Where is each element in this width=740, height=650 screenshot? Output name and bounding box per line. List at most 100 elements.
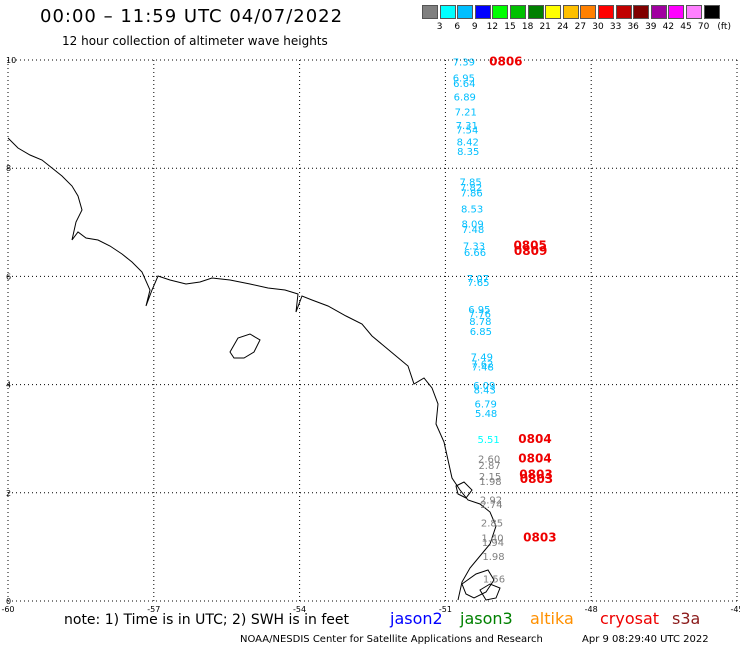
wave-height-label: 6.09 bbox=[473, 381, 495, 392]
wave-height-label: 8.78 bbox=[469, 317, 491, 328]
wave-height-label: 7.49 bbox=[471, 352, 493, 363]
wave-height-label: 1.98 bbox=[479, 477, 501, 488]
lat-tick-label: 2 bbox=[6, 489, 11, 498]
island-outline bbox=[229, 333, 261, 359]
wave-height-label: 2.92 bbox=[480, 496, 502, 507]
wave-height-label: 7.48 bbox=[472, 363, 494, 374]
legend-unit: (ft) bbox=[717, 22, 731, 32]
legend-label: 30 bbox=[592, 22, 604, 32]
legend-label: 33 bbox=[609, 22, 622, 32]
pass-time-label: 0804 bbox=[518, 432, 551, 446]
legend-label: 39 bbox=[645, 22, 657, 32]
wave-height-label: 7.62 bbox=[471, 359, 493, 370]
pass-time-label: 0803 bbox=[519, 468, 552, 482]
wave-height-label: 6.79 bbox=[475, 399, 497, 410]
legend-swatch bbox=[545, 5, 562, 19]
wave-height-label: 8.53 bbox=[461, 205, 483, 216]
island-outline bbox=[455, 481, 473, 499]
legend-swatch bbox=[615, 5, 632, 19]
wave-height-label: 7.76 bbox=[469, 310, 491, 321]
legend-swatch bbox=[457, 5, 474, 19]
legend-swatch bbox=[527, 5, 544, 19]
wave-height-label: 6.85 bbox=[470, 327, 492, 338]
legend-label: 27 bbox=[574, 22, 587, 32]
legend-swatch bbox=[633, 5, 650, 19]
delta-island-outline bbox=[461, 569, 495, 599]
wave-height-label: 8.43 bbox=[474, 385, 496, 396]
page-title: 00:00 – 11:59 UTC 04/07/2022 bbox=[40, 6, 344, 27]
wave-height-label: 2.85 bbox=[481, 518, 503, 529]
satellite-altika: altika bbox=[530, 609, 574, 628]
legend-swatch bbox=[422, 5, 438, 19]
coastline bbox=[7, 137, 501, 601]
wave-height-label: 7.85 bbox=[459, 178, 481, 189]
lat-tick-label: 6 bbox=[6, 272, 11, 281]
wave-height-label: 2.60 bbox=[478, 455, 500, 466]
wave-height-label: 6.66 bbox=[464, 248, 486, 259]
wave-height-label: 6.64 bbox=[453, 79, 475, 90]
generation-timestamp: Apr 9 08:29:40 UTC 2022 bbox=[582, 634, 709, 645]
lat-tick-label: 10 bbox=[6, 56, 16, 65]
pass-time-label: 0803 bbox=[523, 530, 556, 544]
wave-height-label: 7.39 bbox=[453, 57, 475, 68]
legend-swatch bbox=[510, 5, 526, 19]
lon-tick-label: -48 bbox=[585, 605, 598, 614]
satellite-s3a: s3a bbox=[672, 609, 701, 628]
wave-height-label: 6.89 bbox=[454, 93, 476, 104]
legend-swatch bbox=[492, 5, 509, 19]
wave-height-label: 5.48 bbox=[475, 409, 497, 420]
legend-label: 45 bbox=[680, 22, 692, 32]
satellite-jason2: jason2 bbox=[390, 609, 443, 628]
lon-tick-label: -54 bbox=[293, 605, 306, 614]
lat-tick-label: 0 bbox=[6, 597, 11, 606]
legend-swatch bbox=[439, 5, 456, 19]
wave-height-label: 2.74 bbox=[480, 500, 502, 511]
wave-height-label: 5.51 bbox=[477, 435, 499, 446]
lon-tick-label: -57 bbox=[147, 605, 160, 614]
pass-time-label: 0803 bbox=[520, 472, 553, 486]
wave-height-label: 7.48 bbox=[462, 225, 484, 236]
lon-tick-label: -60 bbox=[1, 605, 14, 614]
pass-time-label: 0804 bbox=[518, 452, 551, 466]
legend-label: 15 bbox=[504, 22, 516, 32]
pass-time-label: 0809 bbox=[514, 244, 547, 258]
wave-height-label: 7.82 bbox=[460, 183, 482, 194]
wave-height-label: 7.86 bbox=[460, 188, 482, 199]
wave-height-label: 8.42 bbox=[457, 137, 479, 148]
wave-height-label: 1.98 bbox=[482, 552, 504, 563]
lon-tick-label: -51 bbox=[439, 605, 452, 614]
legend-swatch bbox=[650, 5, 667, 19]
legend-swatch bbox=[580, 5, 597, 19]
wave-height-labels: 7.396.956.646.897.217.317.548.428.357.85… bbox=[453, 57, 505, 585]
legend-swatch bbox=[703, 5, 720, 19]
credit-line: NOAA/NESDIS Center for Satellite Applica… bbox=[240, 634, 543, 645]
delta-island-outline bbox=[479, 583, 501, 601]
satellite-cryosat: cryosat bbox=[600, 609, 660, 628]
wave-height-label: 2.15 bbox=[479, 472, 501, 483]
legend-label: 36 bbox=[627, 22, 639, 32]
legend-label: 3 bbox=[436, 22, 443, 32]
wave-height-label: 1.56 bbox=[483, 575, 505, 586]
wave-height-label: 1.94 bbox=[482, 538, 504, 549]
legend-label: 24 bbox=[557, 22, 569, 32]
legend-swatch bbox=[598, 5, 614, 19]
lat-tick-label: 8 bbox=[6, 164, 11, 173]
pass-time-label: 0805 bbox=[513, 238, 546, 252]
legend-label: 9 bbox=[471, 22, 478, 32]
legend-label: 12 bbox=[486, 22, 499, 32]
legend-label: 21 bbox=[539, 22, 551, 32]
graticule bbox=[7, 59, 738, 602]
wave-height-label: 7.21 bbox=[455, 108, 477, 119]
wave-height-label: 6.95 bbox=[468, 305, 490, 316]
footer-note: note: 1) Time is in UTC; 2) SWH is in fe… bbox=[64, 612, 350, 628]
axis-tick-labels: -60 -57 -54 -51 -48 -45 0 2 4 6 8 10 bbox=[1, 56, 740, 614]
pass-time-label: 0806 bbox=[489, 54, 522, 68]
wave-height-label: 7.31 bbox=[456, 121, 478, 132]
legend-label: 6 bbox=[454, 22, 461, 32]
page-subtitle: 12 hour collection of altimeter wave hei… bbox=[62, 34, 328, 48]
legend-label: 70 bbox=[697, 22, 710, 32]
legend-swatch bbox=[668, 5, 685, 19]
legend-swatch bbox=[686, 5, 702, 19]
legend-swatch bbox=[562, 5, 579, 19]
